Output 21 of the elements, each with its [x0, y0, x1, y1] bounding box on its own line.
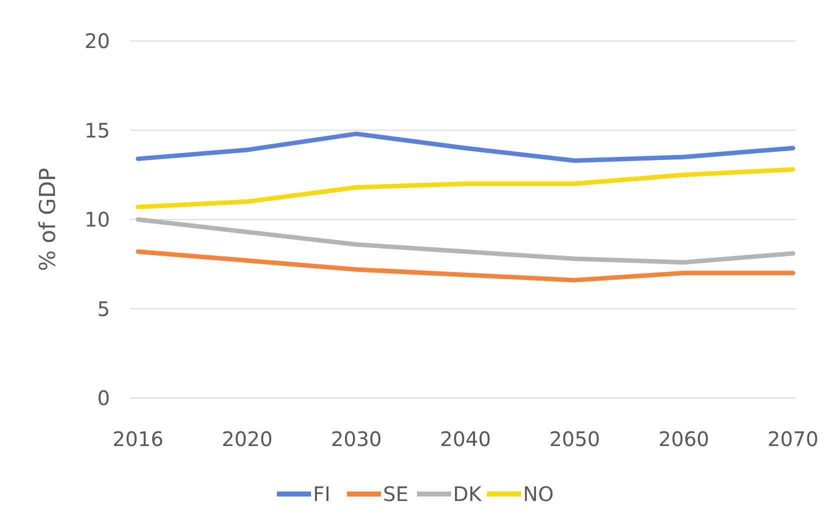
line-series [136, 167, 796, 210]
line-series [136, 249, 796, 282]
y-axis-title: % of GDP [36, 168, 61, 272]
legend-label: NO [523, 482, 554, 506]
legend-label: DK [453, 482, 482, 506]
x-tick-label: 2070 [768, 427, 818, 451]
y-tick-label: 0 [97, 386, 110, 410]
x-tick-label: 2030 [330, 427, 382, 451]
line-series [136, 217, 796, 265]
line-series [136, 132, 796, 163]
y-tick-label: 10 [84, 208, 110, 232]
legend-label: FI [313, 482, 330, 506]
y-tick-label: 5 [97, 296, 110, 321]
x-tick-label: 2020 [222, 427, 273, 451]
y-tick-label: 20 [84, 29, 110, 53]
y-tick-label: 15 [84, 118, 110, 142]
x-tick-label: 2060 [658, 427, 710, 451]
legend-label: SE [383, 482, 408, 506]
x-tick-label: 2050 [549, 427, 600, 451]
x-tick-label: 2016 [112, 427, 164, 451]
x-tick-label: 2040 [440, 427, 491, 451]
